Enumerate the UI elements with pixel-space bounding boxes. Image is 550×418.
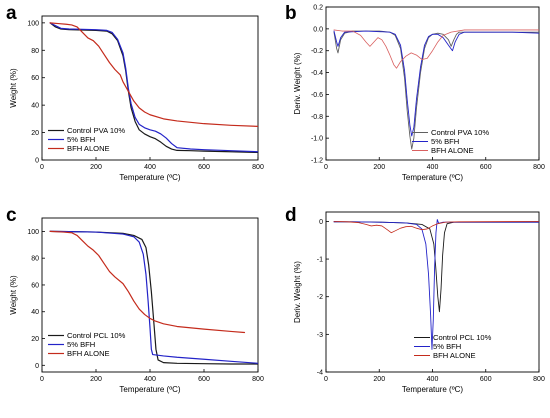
y-tick-label: -1.0 bbox=[311, 136, 323, 143]
series-line-3 bbox=[49, 230, 246, 334]
x-tick-label: 800 bbox=[533, 164, 545, 171]
series-line-2 bbox=[49, 22, 258, 153]
y-tick-label: 0.0 bbox=[313, 26, 323, 33]
chart-c: 0 200 400 600 800 0 20 40 60 80 100 Temperature (ºC… bbox=[9, 217, 264, 394]
series-line-2 bbox=[333, 30, 539, 137]
legend-entry: 5% BFH bbox=[433, 342, 461, 351]
series-line-1 bbox=[333, 221, 539, 313]
x-tick-label: 600 bbox=[480, 164, 492, 171]
y-tick-label: 40 bbox=[31, 103, 39, 110]
x-tick-label: 600 bbox=[198, 376, 210, 383]
series-group bbox=[333, 219, 539, 350]
panel-letter-c: c bbox=[6, 205, 17, 226]
x-tick-label: 800 bbox=[533, 376, 545, 383]
legend-entry: 5% BFH bbox=[431, 137, 459, 146]
x-tick-label: 400 bbox=[144, 376, 156, 383]
x-tick-label: 800 bbox=[252, 376, 264, 383]
y-axis-label: Deriv. Weight (%) bbox=[293, 261, 302, 323]
y-tick-label: 0.2 bbox=[313, 5, 323, 12]
y-tick-label: 80 bbox=[31, 256, 39, 263]
x-tick-label: 200 bbox=[90, 164, 102, 171]
y-tick-label: 20 bbox=[31, 130, 39, 137]
legend-entry: Control PCL 10% bbox=[67, 331, 126, 340]
y-axis-label: Deriv. Weight (%) bbox=[293, 52, 302, 114]
x-tick-label: 200 bbox=[90, 376, 102, 383]
x-tick-label: 0 bbox=[324, 164, 328, 171]
y-tick-label: -1.2 bbox=[311, 158, 323, 165]
chart-d: 0 200 400 600 800 0 -1 -2 -3 -4 Temperature (ºC) De… bbox=[293, 211, 545, 394]
y-tick-label: 40 bbox=[31, 309, 39, 316]
legend-entry: Control PCL 10% bbox=[433, 333, 492, 342]
series-line-2 bbox=[49, 230, 258, 364]
y-tick-label: -0.2 bbox=[311, 48, 323, 55]
x-axis-label: Temperature (ºC) bbox=[402, 173, 463, 182]
y-tick-label: 60 bbox=[31, 282, 39, 289]
x-tick-label: 400 bbox=[144, 164, 156, 171]
x-tick-label: 0 bbox=[324, 376, 328, 383]
x-tick-label: 200 bbox=[373, 376, 385, 383]
series-line-3 bbox=[333, 221, 539, 234]
series-group bbox=[49, 22, 258, 154]
y-tick-label: 20 bbox=[31, 336, 39, 343]
x-tick-label: 800 bbox=[252, 164, 264, 171]
legend-entry: 5% BFH bbox=[67, 340, 95, 349]
chart-b: 0 200 400 600 800 0.2 0.0 -0.2 -0.4 -0.6 -0.8 -1.0 -… bbox=[293, 5, 545, 183]
legend-entry: Control PVA 10% bbox=[67, 126, 125, 135]
series-line-1 bbox=[49, 22, 258, 154]
panel-letter-b: b bbox=[285, 3, 297, 24]
x-tick-label: 0 bbox=[40, 164, 44, 171]
series-group bbox=[333, 29, 539, 150]
y-tick-label: -4 bbox=[317, 370, 323, 377]
y-tick-label: 0 bbox=[319, 219, 323, 226]
series-group bbox=[49, 230, 258, 365]
x-tick-label: 200 bbox=[373, 164, 385, 171]
y-tick-label: 80 bbox=[31, 48, 39, 55]
x-axis-label: Temperature (ºC) bbox=[119, 385, 180, 394]
y-axis-label: Weight (%) bbox=[9, 275, 18, 315]
series-line-2 bbox=[333, 219, 539, 350]
legend-entry: BFH ALONE bbox=[67, 144, 110, 153]
y-tick-label: -0.8 bbox=[311, 114, 323, 121]
y-tick-label: 100 bbox=[27, 20, 39, 27]
y-tick-label: -1 bbox=[317, 257, 323, 264]
y-tick-label: 100 bbox=[27, 229, 39, 236]
y-tick-label: -2 bbox=[317, 294, 323, 301]
x-tick-label: 400 bbox=[427, 164, 439, 171]
legend-entry: BFH ALONE bbox=[433, 351, 476, 360]
y-tick-label: -0.6 bbox=[311, 92, 323, 99]
y-tick-label: 60 bbox=[31, 75, 39, 82]
y-tick-label: -0.4 bbox=[311, 70, 323, 77]
series-line-3 bbox=[333, 29, 539, 69]
legend-entry: 5% BFH bbox=[67, 135, 95, 144]
x-tick-label: 600 bbox=[198, 164, 210, 171]
panel-letter-a: a bbox=[6, 3, 17, 24]
y-tick-label: -3 bbox=[317, 332, 323, 339]
y-tick-label: 0 bbox=[35, 158, 39, 165]
series-line-3 bbox=[49, 22, 258, 127]
x-axis-label: Temperature (ºC) bbox=[402, 385, 463, 394]
legend-entry: BFH ALONE bbox=[431, 146, 474, 155]
x-tick-label: 0 bbox=[40, 376, 44, 383]
x-tick-label: 400 bbox=[427, 376, 439, 383]
legend-entry: BFH ALONE bbox=[67, 349, 110, 358]
y-tick-label: 0 bbox=[35, 363, 39, 370]
x-tick-label: 600 bbox=[480, 376, 492, 383]
chart-a: 0 200 400 600 800 0 20 40 60 80 100 Temperature (ºC… bbox=[9, 15, 264, 182]
y-axis-label: Weight (%) bbox=[9, 68, 18, 108]
panel-letter-d: d bbox=[285, 205, 297, 226]
x-axis-label: Temperature (ºC) bbox=[119, 173, 180, 182]
legend-entry: Control PVA 10% bbox=[431, 128, 489, 137]
